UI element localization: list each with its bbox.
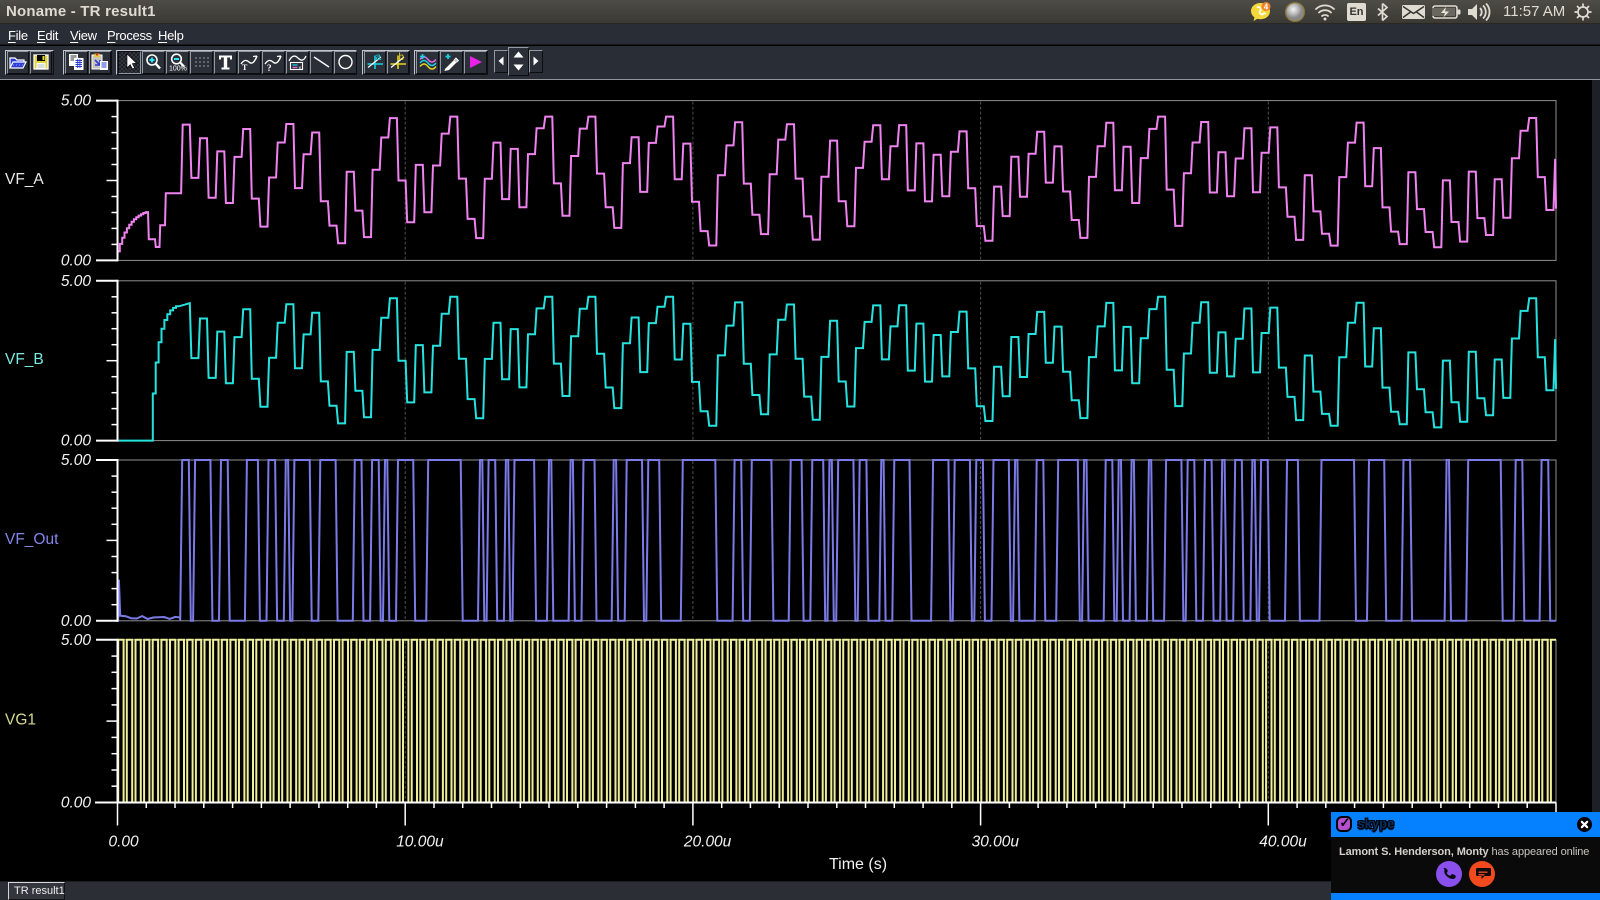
svg-text:30.00u: 30.00u [972,834,1020,851]
svg-text:5.00: 5.00 [61,93,92,110]
svg-text:5.00: 5.00 [61,632,92,649]
svg-text:0.00: 0.00 [61,795,92,812]
svg-text:4: 4 [1264,3,1269,12]
svg-text:20.00u: 20.00u [683,834,732,851]
svg-text:VF_A: VF_A [5,171,44,188]
svg-text:VG1: VG1 [5,712,36,729]
svg-text:0.00: 0.00 [61,433,92,450]
svg-text:a: a [375,52,381,63]
svg-text:T: T [242,63,248,72]
svg-text:x: x [298,66,301,72]
svg-text:VF_B: VF_B [5,351,44,368]
svg-text:Time (s): Time (s) [829,856,887,873]
svg-text:5.00: 5.00 [61,273,92,290]
svg-text:VF_Out: VF_Out [5,531,59,548]
svg-text:?: ? [267,63,272,72]
svg-text:0.00: 0.00 [109,834,140,851]
svg-text:5.00: 5.00 [61,452,92,469]
svg-text:40.00u: 40.00u [1259,834,1307,851]
svg-text:10.00u: 10.00u [396,834,444,851]
svg-text:100%: 100% [169,66,187,73]
svg-text:0.00: 0.00 [61,613,92,630]
svg-text:0.00: 0.00 [61,252,92,269]
svg-text:b: b [398,52,404,63]
